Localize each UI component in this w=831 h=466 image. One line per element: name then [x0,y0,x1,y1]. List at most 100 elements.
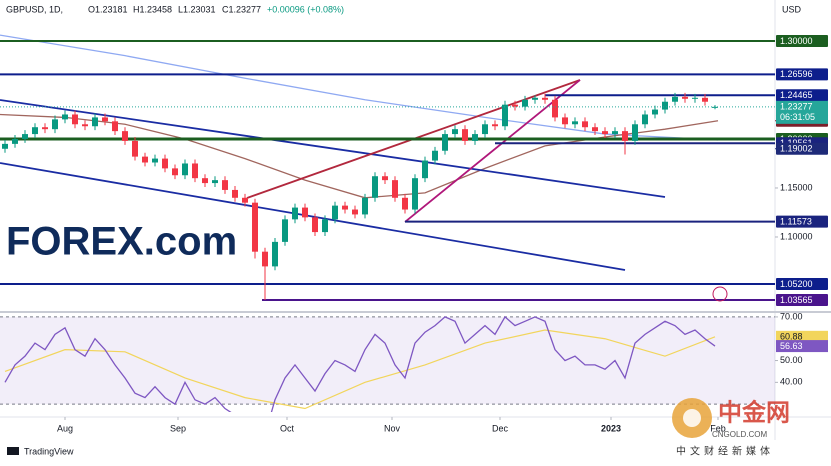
candle-body [212,180,218,184]
candle-body [342,205,348,210]
candle-body [132,140,138,157]
candle-body [492,124,498,127]
rsi-ma-box [776,330,828,343]
watermark-icon-inner [683,409,701,427]
candle-body [572,121,578,125]
candle-body [222,180,228,190]
candle-body [72,114,78,125]
rsi-ma-label: 60.88 [780,332,803,342]
candle-body [12,138,18,144]
watermark-domain: CNGOLD.COM [712,430,767,439]
candle-body [262,251,268,267]
y-tick-label: 1.10000 [780,231,813,241]
x-tick-label: Aug [57,423,73,433]
quote-high: H1.23458 [133,4,172,14]
x-tick-label: Oct [280,423,295,433]
x-tick-label: Nov [384,423,401,433]
level-label-box [776,215,828,228]
symbol: GBPUSD, 1D, [6,4,63,14]
candle-body [282,219,288,242]
candle-body [472,134,478,141]
x-tick-label: 2023 [601,423,621,433]
candle-body [612,131,618,135]
candle-body [112,121,118,132]
watermark-tagline: 中文财经新媒体 [676,445,774,458]
candle-body [372,176,378,198]
y-tick-label: 1.15000 [780,182,813,192]
candle-body [402,197,408,210]
candle-body [502,104,508,127]
candle-body [682,96,688,99]
candle-body [312,217,318,233]
quote-open: O1.23181 [88,4,128,14]
candle-body [582,121,588,128]
level-label-box [776,68,828,81]
price-label: 1.19002 [780,144,813,154]
level-label-box [776,278,828,291]
candle-body [272,241,278,267]
brand-logo: FOREX.com [6,220,237,264]
candle-body [362,197,368,215]
candle-body [662,101,668,110]
quote-low: L1.23031 [178,4,216,14]
candle-body [152,158,158,163]
candle-body [142,156,148,163]
axes: 1.15000 1.10000 Aug Sep Oct Nov Dec 2023 Feb 1.30… [57,34,828,433]
x-tick-label: Sep [170,423,186,433]
level-label-box [776,34,828,47]
candle-body [692,97,698,99]
current-price-box [776,100,828,124]
trendline [0,99,666,198]
rsi-value-label: 56.63 [780,341,803,351]
candle-body [172,168,178,176]
candle-body [332,205,338,220]
rsi-band [0,316,775,405]
quote-close: C1.23277 [222,4,261,14]
rsi-pane [0,315,775,412]
candle-body [292,207,298,220]
candle-body [302,207,308,218]
candle-body [622,131,628,141]
candle-body [592,127,598,132]
candle-body [452,129,458,135]
candle-body [532,97,538,100]
candle-body [322,219,328,233]
rsi-value-box [776,340,828,353]
rsi-line [4,315,716,412]
candle-body [182,163,188,176]
level-label: 1.24465 [780,90,813,100]
candle-body [392,180,398,198]
level-label: 1.11573 [780,216,812,226]
candle-body [382,176,388,181]
candle-body [82,124,88,127]
current-price-label: 1.23277 [780,102,813,112]
candle-body [92,117,98,127]
candle-body [482,124,488,135]
candle-body [352,209,358,215]
candle-body [652,109,658,115]
candle-body [702,97,708,102]
candle-body [2,143,8,149]
platform: TradingView [24,446,74,456]
candle-body [462,129,468,141]
candle-body [632,124,638,141]
price-label-box [776,142,828,155]
quote-change: +0.00096 (+0.08%) [267,4,344,14]
price-pane [0,34,775,302]
level-label: 1.05200 [780,279,813,289]
level-label: 1.03565 [780,295,813,305]
candle-body [32,127,38,135]
candle-body [642,114,648,125]
level-label: 1.26596 [780,69,813,79]
candle-body [422,160,428,179]
candle-body [102,117,108,122]
candle-body [522,99,528,107]
candle-body [432,150,438,161]
candle-body [192,163,198,179]
platform-icon [7,447,19,455]
trendline [0,162,626,271]
candle-body [62,114,68,120]
candle-body [232,189,238,198]
candle-body [42,127,48,130]
